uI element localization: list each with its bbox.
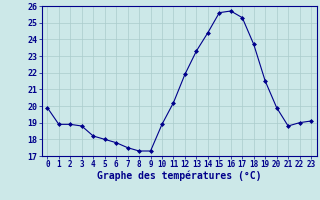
X-axis label: Graphe des températures (°C): Graphe des températures (°C) xyxy=(97,171,261,181)
